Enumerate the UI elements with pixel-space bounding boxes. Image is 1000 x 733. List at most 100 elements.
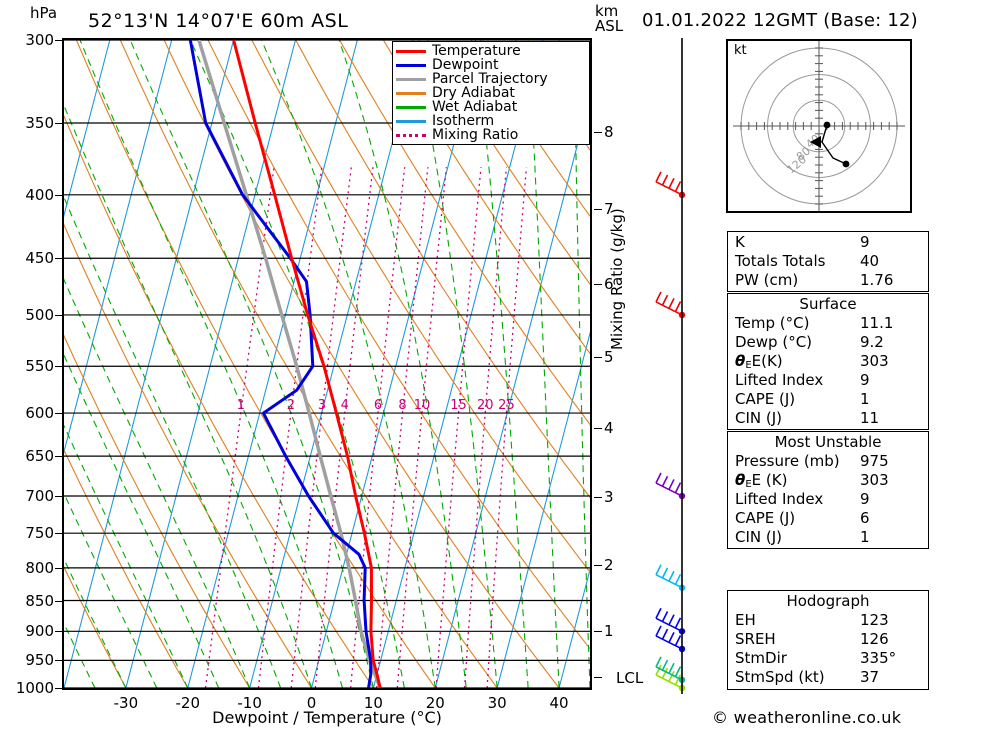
station-title: 52°13'N 14°07'E 60m ASL [88,10,349,32]
panel-hodograph-stats: Hodograph EH 123 SREH 126 StmDir 335° StmSpd (k… [727,590,929,690]
panel-row-key: Lifted Index [735,371,824,389]
panel-row-value: 11 [860,409,880,427]
svg-text:20: 20 [477,398,494,413]
height-unit-line1: km [595,2,619,20]
panel-row-key: SREH [735,630,776,648]
temperature-tick-label: -10 [237,694,262,712]
pressure-tick [55,40,64,41]
panel-row: Lifted Index 9 [728,490,928,509]
wind-barb-column [655,38,686,694]
hodograph-unit-label: kt [734,43,747,58]
pressure-tick-label: 1000 [15,679,54,697]
pressure-tick [55,688,64,689]
panel-row-key: StmSpd (kt) [735,668,825,686]
panel-row-value: 303 [860,471,889,489]
panel-row-key: CAPE (J) [735,509,796,527]
panel-title: Most Unstable [774,433,882,451]
height-tick-label: 5 [604,347,614,366]
panel-row-key: PW (cm) [735,271,799,289]
pressure-tick [55,660,64,662]
svg-text:10: 10 [414,398,431,413]
parcel-trajectory-line [197,40,382,688]
panel-title: Surface [799,295,857,313]
panel-row-key: CAPE (J) [735,390,796,408]
legend-item-label: Dewpoint [432,57,499,73]
panel-row-key: K [735,233,745,251]
svg-text:8: 8 [398,398,406,413]
height-tick [594,630,602,632]
temperature-tick-label: 30 [487,694,507,712]
isobar-lines [64,40,590,688]
panel-row-value: 126 [860,630,889,648]
pressure-tick [55,567,64,569]
hodograph-canvas: 4080120 [733,40,905,212]
copyright-notice: © weatheronline.co.uk [712,708,902,727]
panel-row: CIN (J) 1 [728,528,928,547]
panel-row-value: 335° [860,649,897,667]
pressure-tick-label: 700 [25,487,54,506]
legend-item: Wet Adiabat [396,100,589,114]
panel-row: CIN (J) 11 [728,409,928,428]
svg-text:25: 25 [498,398,515,413]
hodograph-point [823,121,831,129]
pressure-tick [55,533,64,535]
pressure-tick [55,413,64,415]
legend-item: Dewpoint [396,58,589,72]
pressure-tick [55,496,64,498]
panel-row-key: StmDir [735,649,787,667]
panel-row: CAPE (J) 6 [728,509,928,528]
panel-row-value: 1 [860,528,870,546]
legend: Temperature Dewpoint Parcel Trajectory Dry … [392,41,590,145]
legend-swatch-icon [396,119,426,123]
temperature-line [232,40,382,688]
pressure-tick [55,314,64,316]
temperature-tick-label: -20 [175,694,201,712]
height-tick-label: 1 [604,621,614,640]
panel-row: StmSpd (kt) 37 [728,668,928,687]
forecast-run-title: 01.01.2022 12GMT (Base: 12) [642,10,918,31]
height-tick [594,564,602,566]
svg-text:4: 4 [341,398,349,413]
pressure-tick [55,456,64,458]
legend-swatch-icon [396,49,426,53]
panel-title: Hodograph [786,592,870,610]
temperature-tick-label: 40 [549,694,569,712]
panel-row: Pressure (mb) 975 [728,452,928,471]
height-tick [594,496,602,498]
panel-row-key: Pressure (mb) [735,452,840,470]
skewt-canvas: 1 2 3 4 6 8 10 15 20 25 [64,40,590,688]
pressure-tick-label: 850 [25,591,54,610]
height-unit-label: km ASL [595,4,623,34]
height-tick-label: 6 [604,274,614,293]
panel-row-key: Temp (°C) [735,314,810,332]
pressure-tick-label: 300 [25,31,54,49]
panel-stability-indices: K 9 Totals Totals 40 PW (cm) 1.76 [727,231,929,292]
panel-row-key: CIN (J) [735,409,783,427]
isotherm-lines [64,40,590,688]
panel-row: Dewp (°C) 9.2 [728,333,928,352]
panel-row-value: 9 [860,233,870,251]
pressure-tick-label: 650 [25,447,54,466]
pressure-tick [55,366,64,368]
panel-row-value: 11.1 [860,314,894,332]
legend-item-label: Temperature [432,43,521,59]
panel-row-key: θEE(K) [735,352,783,371]
storm-motion-marker [810,136,821,148]
temperature-tick-label: 20 [425,694,445,712]
pressure-tick [55,258,64,260]
skewt-plot-area[interactable]: 1 2 3 4 6 8 10 15 20 25 [62,38,592,690]
panel-row-value: 1.76 [860,271,894,289]
temperature-tick-label: 10 [363,694,383,712]
panel-row-key: CIN (J) [735,528,783,546]
hodograph-plot[interactable]: kt 4080120 [726,39,912,213]
height-tick [594,209,602,210]
svg-text:1: 1 [237,398,245,413]
height-tick-label: 8 [604,123,614,142]
temperature-tick-label: -30 [113,694,139,712]
panel-row-value: 123 [860,611,889,629]
legend-swatch-icon [396,63,426,67]
height-unit-line2: ASL [595,17,624,35]
legend-item: Mixing Ratio [396,128,589,142]
panel-row-value: 975 [860,452,889,470]
pressure-tick [55,600,64,602]
